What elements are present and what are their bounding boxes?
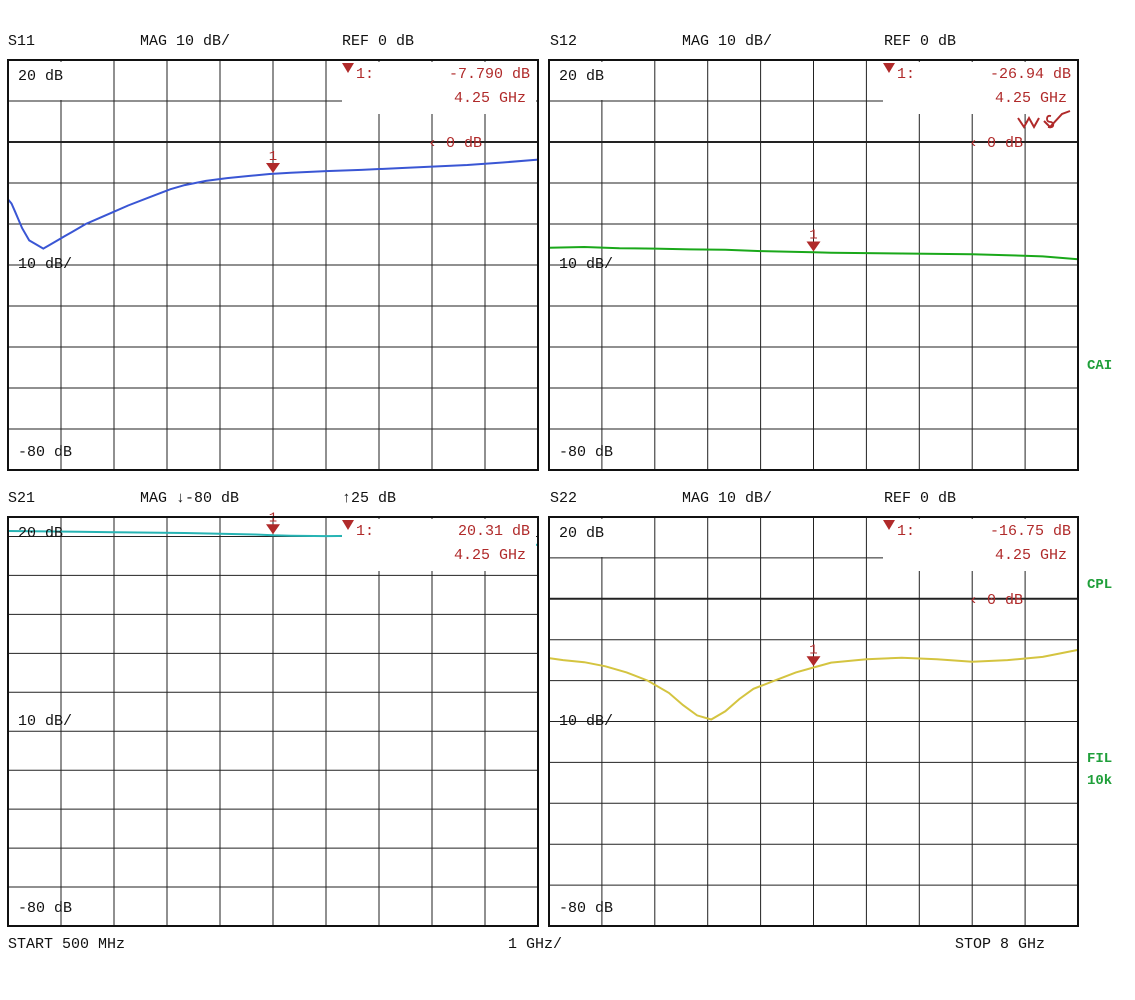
s21-bottom-label: -80 dB — [18, 900, 72, 917]
s22-grid — [549, 517, 1078, 926]
s11-mid-label: 10 dB/ — [18, 256, 72, 273]
s21-marker-number: 1 — [269, 510, 277, 526]
s11-marker-box — [342, 62, 536, 114]
s21-marker-header-triangle — [342, 520, 354, 530]
s21-marker-index: 1: — [356, 523, 374, 540]
s21-mid-label: 10 dB/ — [18, 713, 72, 730]
s22-panel: S22 MAG 10 dB/ REF 0 dB 20 dB 10 dB/ -80… — [548, 490, 1079, 927]
s12-frame — [548, 59, 1079, 471]
s22-marker-triangle — [806, 656, 821, 667]
s22-label-box — [551, 519, 651, 557]
s22-marker-number: 1 — [809, 642, 817, 658]
s22-bottom-label: -80 dB — [559, 900, 613, 917]
span-per-division-label: 1 GHz/ — [508, 936, 562, 953]
s11-panel: S11 MAG 10 dB/ REF 0 dB 20 dB 10 dB/ -80… — [7, 33, 539, 471]
stop-frequency-label: STOP 8 GHz — [955, 936, 1045, 953]
s11-marker-header-triangle — [342, 63, 354, 73]
s11-trace-line — [7, 158, 539, 250]
s12-marker-triangle — [806, 241, 821, 252]
ifbw-softkey-label[interactable]: 10k — [1087, 773, 1112, 789]
s21-grid — [8, 517, 538, 926]
s22-scale-label: MAG 10 dB/ — [682, 490, 772, 507]
cpl-softkey-label[interactable]: CPL — [1087, 577, 1112, 593]
brand-logo-icon — [1017, 110, 1071, 130]
s21-marker-box — [342, 519, 536, 571]
s11-scale-label: MAG 10 dB/ — [140, 33, 230, 50]
s22-frame — [548, 516, 1079, 927]
s11-param-label: S11 — [8, 33, 35, 50]
s11-marker-value: -7.790 dB — [449, 66, 530, 83]
s11-top-label: 20 dB — [18, 68, 63, 85]
s12-scale-label: MAG 10 dB/ — [682, 33, 772, 50]
s12-trace-line — [548, 245, 1079, 261]
s22-param-label: S22 — [550, 490, 577, 507]
s11-label-box — [10, 62, 110, 100]
s22-marker-box — [883, 519, 1077, 571]
s12-marker-value: -26.94 dB — [990, 66, 1071, 83]
s11-marker-number: 1 — [269, 149, 277, 165]
s11-ref-line-label: ‹ 0 dB — [428, 135, 482, 152]
s22-marker-freq: 4.25 GHz — [995, 547, 1067, 564]
s12-marker-header-triangle — [883, 63, 895, 73]
s12-marker-box — [883, 62, 1077, 114]
fil-softkey-label[interactable]: FIL — [1087, 751, 1112, 767]
s11-marker-triangle — [266, 162, 280, 173]
s12-trace — [548, 245, 1079, 261]
s11-frame — [7, 59, 539, 471]
s21-marker-triangle — [266, 524, 280, 535]
s12-marker-freq: 4.25 GHz — [995, 90, 1067, 107]
s22-marker-header-triangle — [883, 520, 895, 530]
s21-marker-freq: 4.25 GHz — [454, 547, 526, 564]
s11-trace — [7, 158, 539, 250]
s21-param-label: S21 — [8, 490, 35, 507]
s12-param-label: S12 — [550, 33, 577, 50]
s12-top-label: 20 dB — [559, 68, 604, 85]
s12-label-box — [551, 62, 651, 100]
s11-marker-freq: 4.25 GHz — [454, 90, 526, 107]
s22-marker-value: -16.75 dB — [990, 523, 1071, 540]
s12-ref-line-label: ‹ 0 dB — [969, 135, 1023, 152]
s21-panel: S21 MAG ↓-80 dB ↑25 dB 20 dB 10 dB/ -80 … — [7, 490, 539, 927]
s11-marker-index: 1: — [356, 66, 374, 83]
s12-marker-index: 1: — [897, 66, 915, 83]
s12-ref-label: REF 0 dB — [884, 33, 956, 50]
s11-grid — [8, 60, 538, 470]
s21-ref-label: ↑25 dB — [342, 490, 396, 507]
s11-ref-label: REF 0 dB — [342, 33, 414, 50]
s21-frame — [7, 516, 539, 927]
cal-softkey-label[interactable]: CAI — [1087, 358, 1112, 374]
s22-mid-label: 10 dB/ — [559, 713, 613, 730]
s22-trace — [548, 648, 1079, 721]
s22-marker-index: 1: — [897, 523, 915, 540]
s12-panel: S12 MAG 10 dB/ REF 0 dB 20 dB 10 dB/ -80… — [548, 33, 1079, 471]
s12-marker-number: 1 — [809, 227, 817, 243]
s21-marker-value: 20.31 dB — [458, 523, 530, 540]
s22-ref-line-label: ‹ 0 dB — [969, 592, 1023, 609]
s12-mid-label: 10 dB/ — [559, 256, 613, 273]
s12-grid — [549, 60, 1078, 470]
s11-bottom-label: -80 dB — [18, 444, 72, 461]
s12-bottom-label: -80 dB — [559, 444, 613, 461]
s21-scale-label: MAG ↓-80 dB — [140, 490, 239, 507]
start-frequency-label: START 500 MHz — [8, 936, 125, 953]
s21-top-label: 20 dB — [18, 525, 63, 542]
s22-ref-label: REF 0 dB — [884, 490, 956, 507]
s22-top-label: 20 dB — [559, 525, 604, 542]
s22-trace-line — [548, 648, 1079, 721]
